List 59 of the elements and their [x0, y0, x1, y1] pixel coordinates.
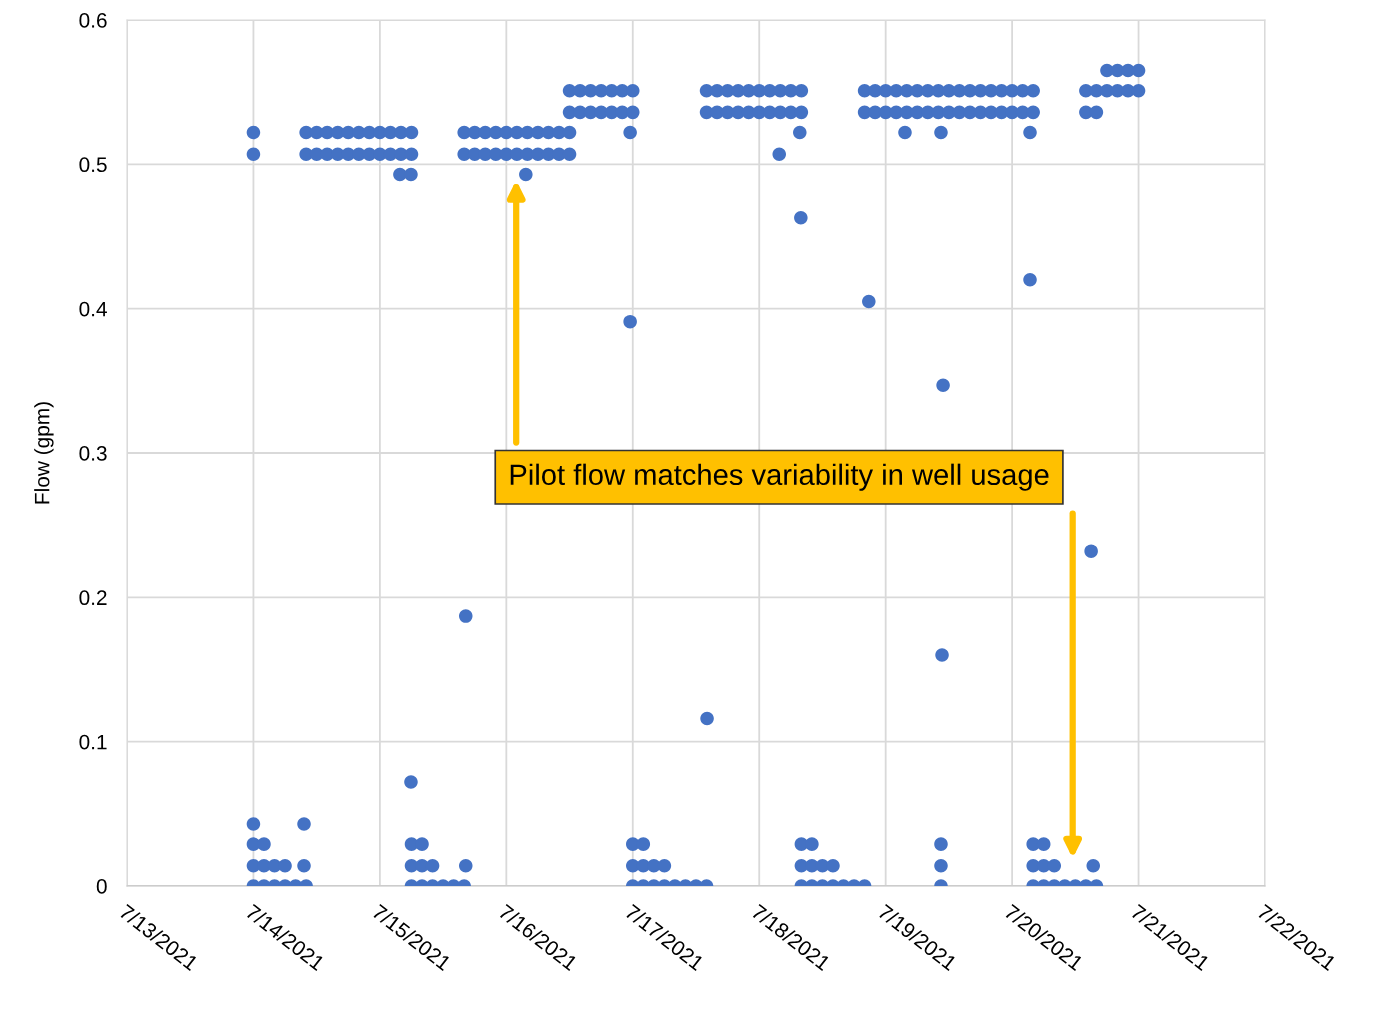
point: [623, 125, 637, 140]
point: [794, 210, 808, 225]
point: [772, 147, 787, 161]
point: [459, 609, 473, 623]
y-axis-title: Flow (gpm): [34, 402, 54, 504]
point: [934, 837, 948, 851]
y-tick-label: 0.4: [79, 301, 107, 317]
point: [562, 125, 577, 140]
point: [935, 648, 949, 662]
point: [626, 105, 640, 120]
point: [404, 125, 419, 140]
point: [297, 817, 311, 831]
point: [1023, 273, 1037, 287]
point: [1131, 83, 1146, 98]
point: [826, 859, 840, 873]
point: [257, 837, 271, 851]
y-tick-label: 0.5: [79, 157, 107, 173]
y-tick-label: 0.6: [79, 13, 107, 28]
point: [246, 125, 261, 140]
point: [1084, 544, 1098, 558]
point: [700, 711, 714, 726]
point: [562, 147, 577, 161]
y-tick-label: 0: [96, 879, 107, 894]
annotation: Pilot flow matches variability in well usage: [510, 463, 1049, 491]
point: [1086, 859, 1101, 873]
point: [934, 125, 948, 140]
point: [862, 294, 876, 309]
point: [623, 314, 637, 329]
point: [1026, 83, 1040, 98]
point: [936, 378, 950, 392]
point: [278, 859, 292, 873]
point: [1047, 859, 1062, 873]
y-tick-label: 0.2: [79, 590, 107, 606]
point: [519, 167, 533, 182]
point: [898, 125, 912, 140]
point: [246, 817, 261, 831]
y-tick-label: 0.3: [79, 446, 107, 461]
point: [794, 83, 809, 98]
point: [297, 859, 311, 873]
point: [1023, 125, 1037, 140]
point: [934, 859, 948, 873]
point: [1131, 63, 1146, 78]
point: [657, 859, 672, 873]
point: [794, 105, 809, 120]
point: [626, 83, 640, 98]
point: [246, 147, 261, 161]
point: [805, 837, 819, 851]
point: [404, 167, 418, 182]
point: [636, 837, 651, 851]
point: [404, 775, 418, 789]
point: [425, 859, 440, 873]
point: [415, 837, 429, 851]
point: [404, 147, 419, 161]
point: [459, 859, 473, 873]
y-tick-label: 0.1: [79, 734, 107, 750]
point: [793, 125, 807, 140]
point: [1036, 837, 1051, 851]
point: [1026, 105, 1040, 120]
point: [1089, 105, 1104, 120]
